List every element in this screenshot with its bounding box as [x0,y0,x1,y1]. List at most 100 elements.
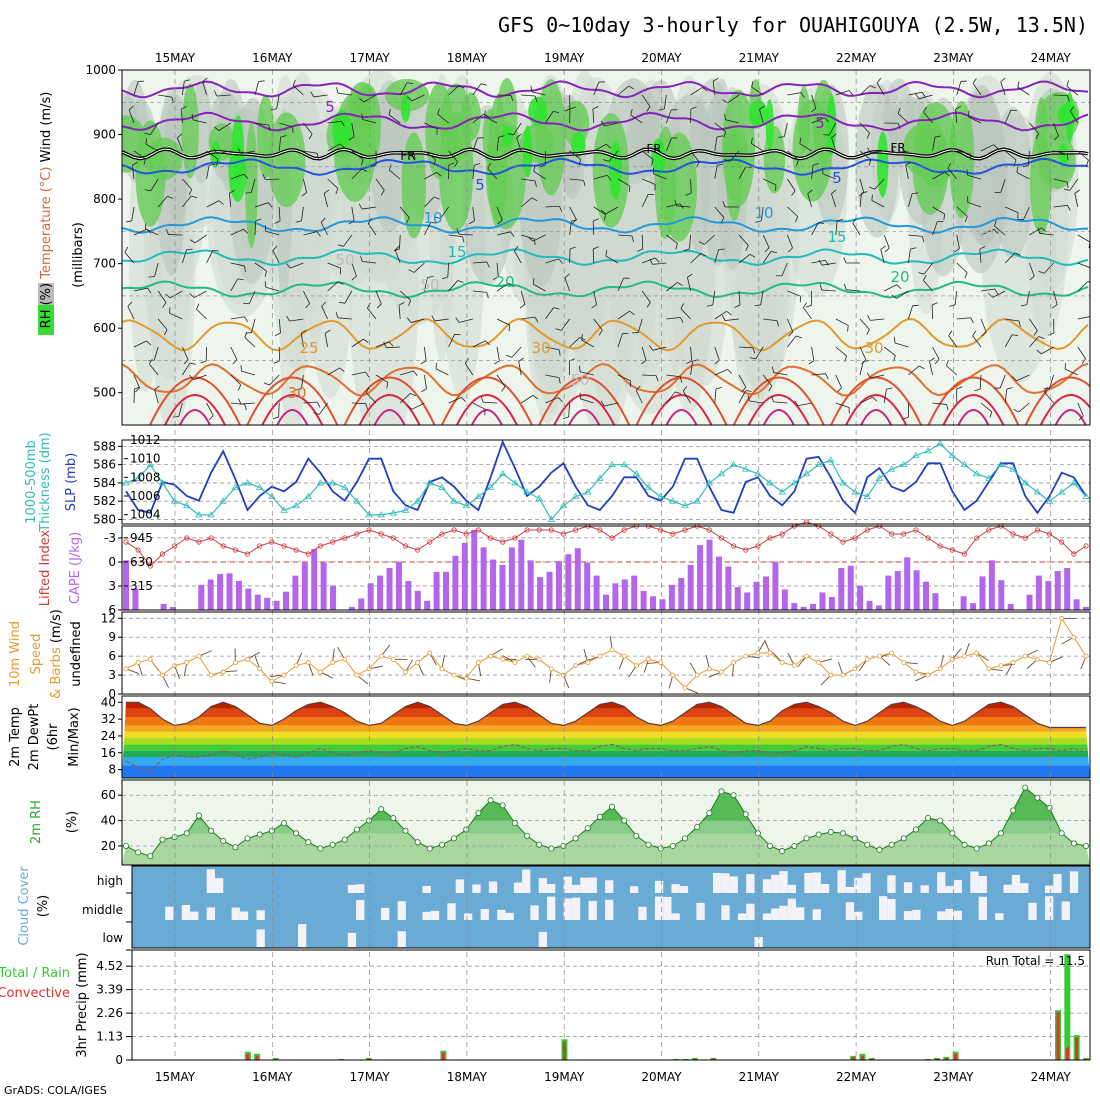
wind-barb [180,109,183,124]
wind-barb-flag [698,241,705,245]
rh-shade [962,89,1006,246]
wind-barb-flag [532,278,535,285]
cloud-cell [447,903,456,920]
wind-barb-flag [273,360,280,364]
cloud-cell [804,872,813,893]
cape-bar [405,580,412,610]
upper-air-ylabel: RH (%) Temperature (°C) Wind (m/s) (mill… [38,92,86,335]
wind-barb-flag [714,359,720,365]
wind-barb-flag [810,108,817,113]
wind-barb [569,178,584,181]
wind-barb-flag [519,304,526,309]
wind-barb-flag [836,219,843,222]
wind-barb [1029,262,1035,277]
wind-barb-flag [456,228,460,235]
wind-barb [131,165,135,180]
precip-convective-bar [711,1058,715,1060]
isotherm-line [122,362,1089,397]
thickness-marker [912,451,920,458]
wind-barb [908,249,911,264]
wind10m-marker [1022,653,1028,659]
wind-barb [653,173,667,180]
wind-barb-flag [301,192,307,197]
cape-bar [273,600,280,610]
tick-label: 584 [93,476,116,490]
wind-barb-flag [513,245,519,252]
rh2m-marker [159,836,166,843]
li-marker [767,535,773,541]
wind-barb [411,94,425,102]
wind10m-marker [925,672,931,678]
axis-title-part: (6hr [46,723,61,751]
wind-barb [955,109,958,124]
wind-barb [230,228,244,236]
wind-barb [797,402,812,407]
wind-barb-flag [818,259,823,266]
cape-bar [979,576,986,610]
wind-barb [300,333,304,348]
wind-barb-flag [508,283,514,288]
cape-bar [932,593,939,610]
date-label: 17MAY [349,1070,390,1084]
cloud-cell [654,880,664,893]
wind-barb-flag [631,235,635,242]
wind-barb-flag [1053,135,1059,141]
wind-barb-flag [628,186,631,193]
thickness-marker [1021,479,1029,486]
rh-shade [145,137,183,181]
thickness-marker [827,456,835,463]
wind-barb-flag [532,395,539,400]
wind-barb-flag [386,382,389,389]
li-marker [852,535,858,541]
wind-barb-flag [1011,334,1019,337]
wind-barb [496,283,509,292]
cloud-cell [845,902,855,920]
wind-barb-flag [534,180,537,187]
wind-barb [822,173,836,180]
wind-barb [133,81,139,96]
temperature-band [122,738,1090,745]
wind-barb-flag [723,158,730,162]
cape-bar [810,603,817,610]
cape-bar [894,571,901,610]
wind-barb-flag [393,248,400,252]
wind-barb [375,374,389,383]
wind-barb-flag [593,246,599,250]
wind-barb [196,308,207,320]
rh2m-marker [1058,830,1065,837]
cloud-cell [638,906,647,920]
axis-title: 1000-500mb [24,440,39,524]
cape-bar [311,548,318,610]
wind-barb-flag [749,253,756,258]
wind10m-marker [378,653,384,659]
tick-label: 6 [108,649,116,663]
rh-shade [267,112,306,208]
wind-barb-flag [321,301,327,307]
wind-barb [666,316,681,320]
cape-bar [508,547,515,610]
thickness-marker [571,492,580,500]
wind-barb-flag [305,303,310,309]
wind-barb-flag [654,257,660,263]
wind-barb [859,178,865,193]
thickness-marker [1033,488,1042,495]
freezing-level-inner [122,148,1089,160]
cloud-cell [812,909,821,920]
thickness-marker [268,492,276,500]
wind-barb-flag [448,162,455,166]
cape-bar [574,548,581,610]
cloud-cell [903,911,913,920]
wind-barb-flag [213,148,218,154]
wind-barb [947,168,958,180]
precip-convective-bar [1075,1037,1079,1060]
wind-barb-flag [896,284,902,290]
rh2m-marker [839,830,846,837]
cloud-cell [679,886,689,893]
rh2m-marker [633,832,640,839]
cloud-cell [671,913,680,920]
thickness-marker [292,501,300,509]
wind-barb [948,335,958,348]
date-label: 24MAY [1031,1070,1072,1084]
wind-barb [153,346,159,361]
cape-bar [687,564,694,610]
